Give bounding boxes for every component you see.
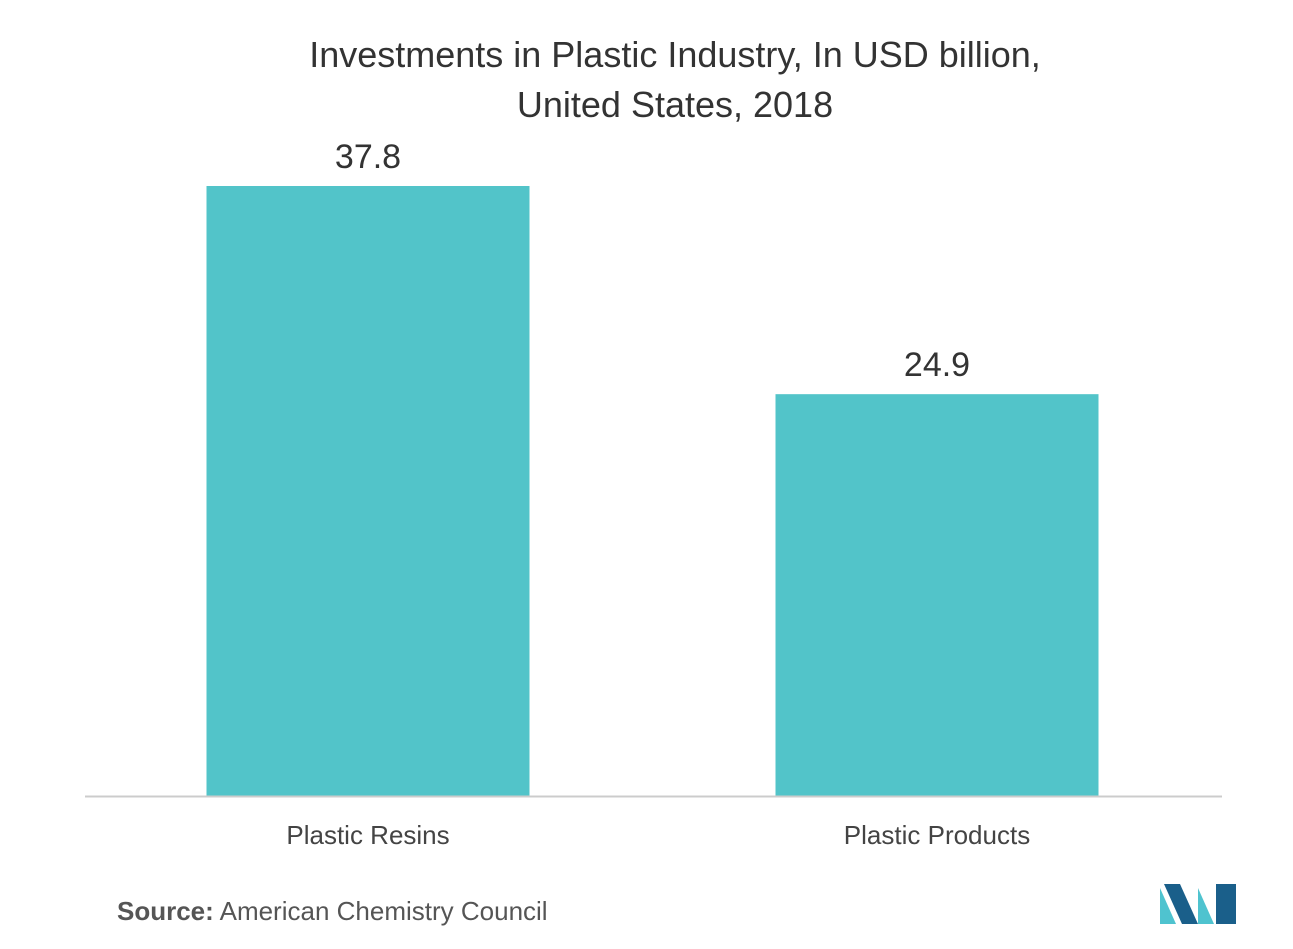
chart-title-line-1: Investments in Plastic Industry, In USD … — [309, 34, 1041, 75]
source-label: Source: — [117, 896, 214, 926]
brand-logo-icon — [1160, 884, 1236, 924]
bar-plastic-products — [775, 394, 1099, 796]
data-label: 24.9 — [904, 346, 970, 384]
data-label: 37.8 — [335, 138, 401, 176]
chart-title-line-2: United States, 2018 — [516, 84, 834, 125]
source-note: Source: American Chemistry Council — [117, 896, 548, 927]
category-label: Plastic Resins — [286, 820, 449, 850]
bar-plastic-resins — [206, 186, 530, 796]
source-text: American Chemistry Council — [213, 896, 548, 926]
bar-chart: 37.8 Plastic Resins 24.9 Plastic Products — [85, 138, 1222, 850]
chart-title: Investments in Plastic Industry, In USD … — [0, 30, 1293, 130]
category-label: Plastic Products — [844, 820, 1030, 850]
